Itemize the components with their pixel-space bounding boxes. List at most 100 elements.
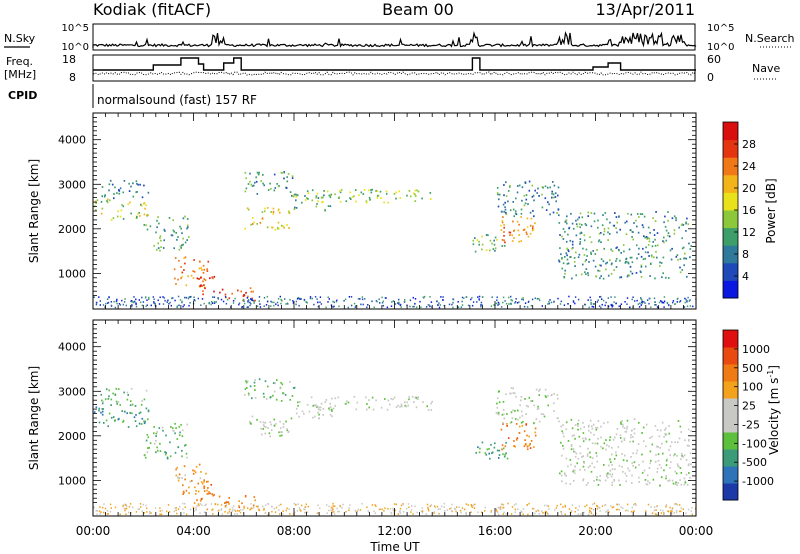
range-time-cell [175,474,178,477]
range-time-cell [211,509,213,511]
range-time-cell [330,506,333,509]
range-time-cell [203,487,205,490]
range-time-cell [332,508,334,511]
range-time-cell [267,385,269,388]
range-time-cell [626,459,628,462]
range-time-cell [503,245,506,247]
range-time-cell [667,232,670,234]
range-time-cell [150,512,152,514]
range-time-cell [182,502,184,505]
range-time-cell [184,506,186,508]
range-time-cell [679,510,681,513]
range-time-cell [619,437,622,439]
range-time-cell [613,480,616,482]
range-time-cell [611,484,613,486]
range-time-cell [173,230,176,233]
range-time-cell [500,503,503,506]
range-time-cell [548,301,550,303]
range-time-cell [96,510,98,512]
range-time-cell [414,193,416,196]
range-time-cell [484,506,486,509]
range-time-cell [685,459,688,461]
range-time-cell [334,397,337,400]
range-time-cell [680,453,683,455]
range-time-cell [613,269,615,271]
range-time-cell [589,236,591,238]
range-time-cell [213,493,215,496]
range-time-cell [299,401,301,403]
range-time-cell [515,197,517,200]
range-time-cell [603,247,605,250]
range-time-cell [624,454,626,457]
range-time-cell [588,509,591,512]
range-time-cell [496,402,498,405]
range-time-cell [307,192,310,195]
colorbar-segment [723,262,738,281]
colorbar-segment [723,398,738,416]
range-time-cell [579,212,582,215]
range-time-cell [599,479,602,482]
range-time-cell [429,192,432,194]
range-time-cell [663,296,666,298]
range-time-cell [349,197,351,199]
range-time-cell [262,174,264,176]
colorbar-segment [723,466,738,484]
range-time-cell [309,296,312,298]
range-time-cell [320,303,323,305]
range-time-cell [456,506,458,508]
range-time-cell [251,185,254,187]
range-time-cell [495,411,498,414]
range-time-cell [646,474,649,477]
range-time-cell [572,300,575,302]
range-time-cell [516,302,519,304]
range-time-cell [521,415,524,417]
range-time-cell [637,231,640,234]
range-time-cell [507,437,510,439]
range-time-cell [295,412,298,415]
range-time-cell [270,187,272,190]
range-time-cell [673,232,676,235]
range-time-cell [566,258,569,261]
range-time-cell [605,301,607,304]
range-time-cell [631,298,633,301]
range-time-cell [247,295,249,298]
range-time-cell [603,230,606,233]
range-time-cell [621,453,623,455]
range-time-cell [586,453,589,455]
range-time-cell [141,400,143,402]
range-time-cell [175,507,177,509]
range-time-cell [615,227,617,229]
range-time-cell [410,511,412,513]
range-time-cell [245,177,247,180]
range-time-cell [582,455,584,458]
range-time-cell [511,240,514,242]
range-time-cell [247,301,249,304]
nave-tick-low: 0 [707,71,714,84]
range-time-cell [139,215,141,217]
range-time-cell [663,301,665,304]
range-time-cell [660,476,663,479]
range-time-cell [629,440,631,443]
range-time-cell [157,299,159,302]
range-time-cell [571,427,574,430]
range-time-cell [107,397,110,400]
range-time-cell [620,303,623,305]
range-time-cell [627,509,629,512]
range-time-cell [685,298,687,301]
range-time-cell [690,430,692,432]
range-time-cell [110,218,113,221]
range-time-cell [520,396,523,398]
range-time-cell [635,452,638,455]
range-time-cell [186,239,188,241]
range-time-cell [325,306,327,309]
range-time-cell [661,300,663,303]
range-time-cell [156,446,158,449]
range-time-cell [538,420,541,423]
range-time-cell [496,192,499,194]
range-time-cell [663,236,665,239]
range-time-cell [172,229,175,232]
range-time-cell [144,207,146,210]
range-time-cell [577,419,580,422]
range-time-cell [273,390,276,393]
range-time-cell [569,239,572,242]
